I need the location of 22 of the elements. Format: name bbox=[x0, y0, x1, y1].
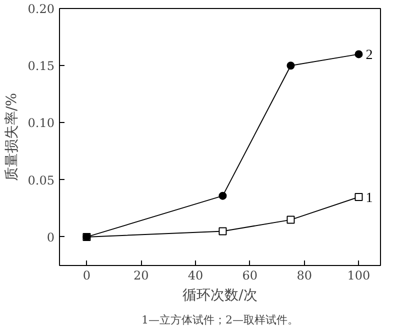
point bbox=[286, 62, 295, 70]
x-axis-title: 循环次数/次 bbox=[182, 288, 258, 304]
y-tick-label: 0.05 bbox=[28, 173, 54, 188]
x-tick-label: 20 bbox=[133, 268, 149, 282]
x-tick-label: 80 bbox=[296, 268, 312, 282]
point bbox=[218, 227, 227, 236]
point bbox=[354, 50, 363, 58]
y-tick-label: 0 bbox=[46, 230, 55, 244]
point bbox=[218, 192, 227, 200]
y-tick-label: 0.10 bbox=[28, 116, 54, 130]
y-tick-label: 0.20 bbox=[28, 2, 54, 16]
y-tick-label: 0.15 bbox=[28, 59, 54, 74]
series-label: 2 bbox=[366, 48, 373, 64]
x-tick-label: 0 bbox=[82, 268, 91, 282]
point bbox=[286, 216, 295, 224]
x-tick-label: 60 bbox=[242, 268, 258, 282]
series-label: 1 bbox=[366, 190, 373, 206]
text: 1—立方体试件；2—取样试件。 bbox=[142, 314, 298, 326]
x-tick-label: 100 bbox=[347, 268, 370, 282]
x-tick-label: 40 bbox=[188, 268, 204, 282]
y-axis-title: 质量损失率/% bbox=[4, 92, 20, 182]
point bbox=[354, 192, 363, 201]
